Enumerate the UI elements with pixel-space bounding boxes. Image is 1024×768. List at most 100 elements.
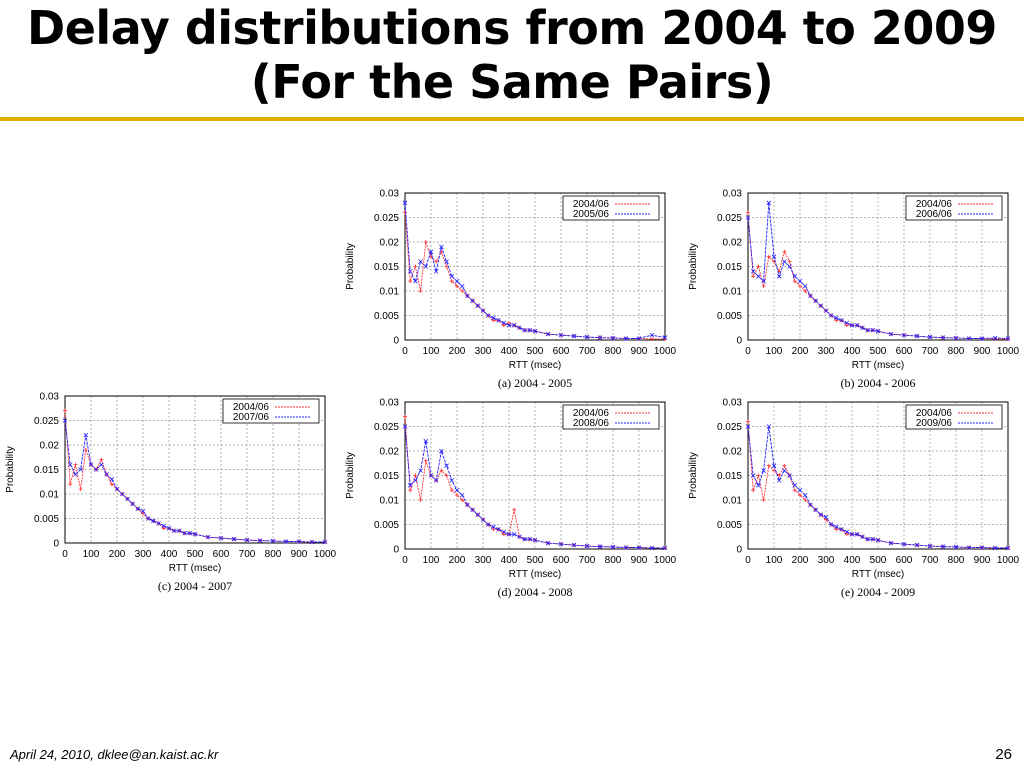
data-point bbox=[584, 543, 590, 549]
legend-label: 2005/06 bbox=[573, 209, 610, 220]
plot-frame bbox=[747, 401, 1009, 550]
data-point bbox=[787, 473, 792, 478]
data-point bbox=[813, 298, 818, 304]
data-point bbox=[423, 264, 429, 269]
x-tick-label: 1000 bbox=[654, 346, 677, 357]
data-point bbox=[766, 463, 771, 468]
data-point bbox=[860, 325, 865, 331]
data-point bbox=[813, 507, 818, 513]
y-tick-label: 0.015 bbox=[374, 262, 399, 273]
chart-d: 0 100 200 300 400 500 600 700 800 900 1000 0 0.005 0.… bbox=[340, 394, 680, 609]
x-axis-label: RTT (msec) bbox=[169, 563, 221, 574]
x-tick-label: 0 bbox=[62, 549, 68, 560]
data-point bbox=[797, 278, 803, 284]
data-point bbox=[433, 478, 439, 483]
chart-svg: 0 100 200 300 400 500 600 700 800 900 1000 0 0.005 0.… bbox=[688, 398, 1020, 600]
series-2005-06 bbox=[402, 200, 668, 341]
title-line-1: Delay distributions from 2004 to 2009 bbox=[27, 1, 997, 55]
y-tick-label: 0.015 bbox=[717, 471, 742, 482]
data-point bbox=[766, 254, 771, 259]
data-point bbox=[792, 483, 798, 488]
x-tick-label: 1000 bbox=[654, 555, 677, 566]
legend-box bbox=[905, 195, 1003, 221]
data-point bbox=[927, 543, 933, 549]
x-axis-label: RTT (msec) bbox=[509, 360, 561, 371]
slide-title: Delay distributions from 2004 to 2009 (F… bbox=[0, 0, 1024, 110]
data-point bbox=[766, 200, 772, 206]
x-tick-label: 800 bbox=[265, 549, 282, 560]
data-point bbox=[849, 323, 855, 328]
y-tick-label: 0.025 bbox=[34, 416, 59, 427]
data-point bbox=[844, 532, 849, 537]
data-point bbox=[844, 323, 849, 328]
x-tick-label: 600 bbox=[896, 555, 913, 566]
y-axis-label: Probability bbox=[345, 243, 356, 290]
chart-svg: 0 100 200 300 400 500 600 700 800 900 1000 0 0.005 0.… bbox=[5, 392, 337, 594]
data-point bbox=[776, 478, 782, 483]
data-point bbox=[870, 536, 876, 542]
data-point bbox=[408, 488, 413, 493]
data-point bbox=[834, 318, 839, 323]
series-line bbox=[747, 421, 1008, 549]
x-tick-label: 100 bbox=[423, 555, 440, 566]
data-point bbox=[68, 482, 73, 487]
data-point bbox=[798, 493, 802, 498]
data-point bbox=[953, 335, 959, 341]
data-point bbox=[418, 289, 423, 293]
data-point bbox=[444, 463, 449, 468]
x-axis-label: RTT (msec) bbox=[852, 569, 904, 580]
data-point bbox=[636, 545, 642, 550]
data-point bbox=[854, 323, 860, 328]
x-tick-label: 600 bbox=[553, 346, 570, 357]
data-point bbox=[792, 279, 797, 284]
data-point bbox=[787, 264, 792, 269]
data-point bbox=[475, 512, 481, 517]
y-tick-label: 0 bbox=[393, 336, 399, 347]
x-tick-label: 400 bbox=[844, 346, 861, 357]
x-tick-label: 700 bbox=[579, 346, 596, 357]
data-point bbox=[776, 274, 782, 279]
y-tick-label: 0.005 bbox=[717, 520, 742, 531]
data-point bbox=[418, 259, 423, 264]
data-point bbox=[756, 473, 761, 478]
data-point bbox=[803, 498, 808, 502]
page-number: 26 bbox=[995, 746, 1012, 763]
data-point bbox=[496, 318, 501, 323]
data-point bbox=[491, 524, 496, 530]
data-point bbox=[992, 545, 998, 551]
series-line bbox=[747, 426, 1008, 549]
x-tick-label: 200 bbox=[109, 549, 126, 560]
chart-svg: 0 100 200 300 400 500 600 700 800 900 1000 0 0.005 0.… bbox=[688, 189, 1020, 391]
data-point bbox=[501, 320, 507, 326]
data-point bbox=[449, 478, 455, 483]
data-point bbox=[413, 473, 418, 478]
series-line bbox=[747, 202, 1009, 339]
data-point bbox=[283, 539, 289, 544]
data-point bbox=[491, 315, 496, 321]
y-tick-label: 0.02 bbox=[380, 238, 400, 249]
data-point bbox=[532, 328, 538, 334]
data-point bbox=[496, 527, 501, 532]
data-point bbox=[485, 522, 491, 527]
data-point bbox=[423, 438, 429, 444]
x-axis-label: RTT (msec) bbox=[852, 360, 904, 371]
chart-caption: (c) 2004 - 2007 bbox=[158, 579, 232, 593]
data-point bbox=[418, 498, 423, 502]
data-point bbox=[517, 534, 522, 540]
data-point bbox=[439, 468, 444, 473]
data-point bbox=[130, 501, 135, 507]
data-point bbox=[408, 279, 413, 284]
x-tick-label: 0 bbox=[745, 346, 751, 357]
data-point bbox=[828, 313, 834, 318]
x-tick-label: 100 bbox=[423, 346, 440, 357]
y-tick-label: 0.005 bbox=[374, 311, 399, 322]
y-tick-label: 0.01 bbox=[380, 287, 400, 298]
x-tick-label: 500 bbox=[187, 549, 204, 560]
x-tick-label: 0 bbox=[402, 346, 408, 357]
title-line-2: (For the Same Pairs) bbox=[250, 55, 774, 109]
data-point bbox=[746, 419, 750, 424]
data-point bbox=[597, 544, 603, 549]
data-point bbox=[751, 488, 756, 493]
data-point bbox=[182, 530, 187, 536]
data-point bbox=[756, 274, 761, 279]
